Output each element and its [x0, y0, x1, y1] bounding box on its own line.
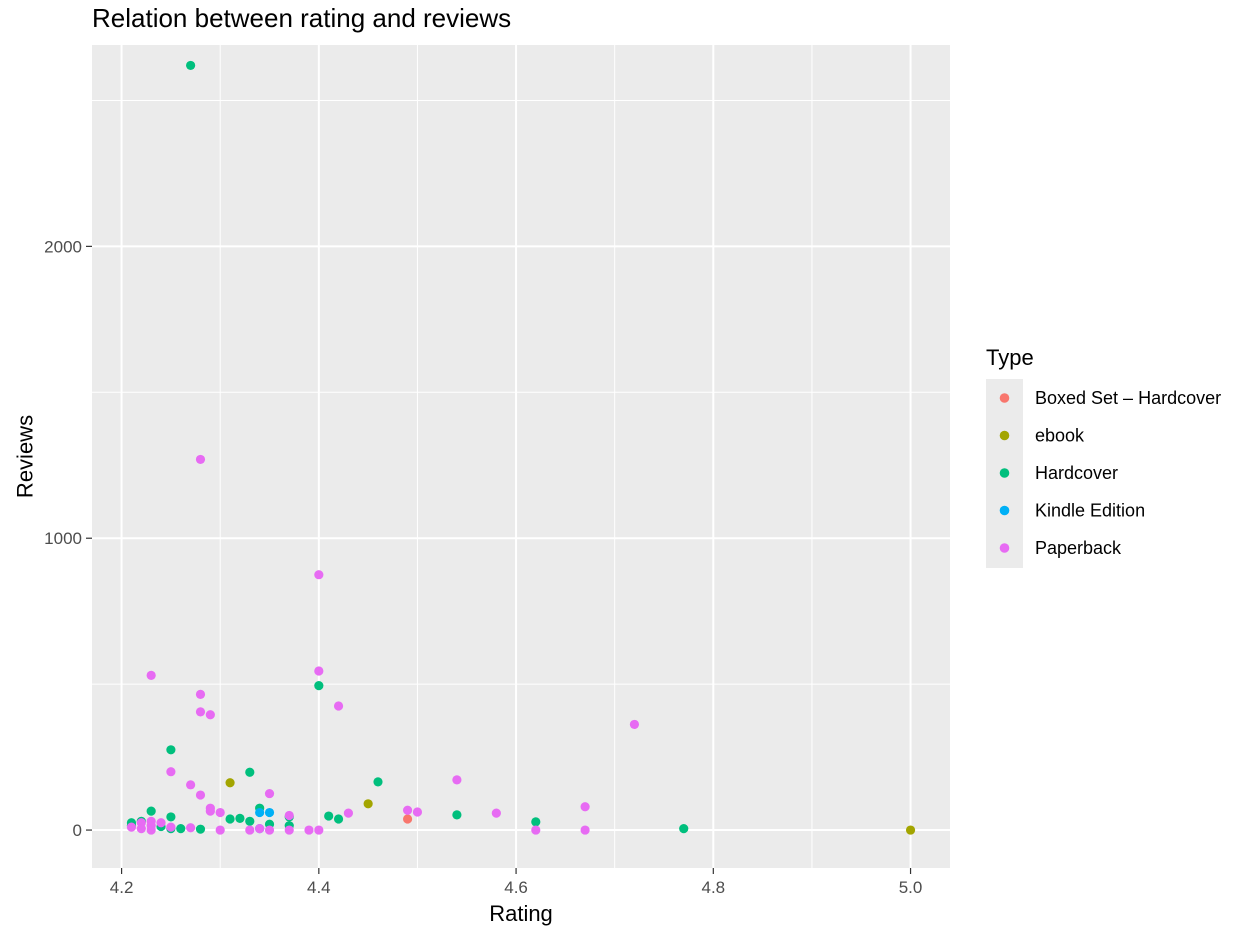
data-point — [166, 822, 176, 832]
legend-label: Paperback — [1035, 538, 1122, 558]
data-point — [679, 824, 689, 834]
data-point — [314, 825, 324, 835]
data-point — [166, 767, 176, 777]
grid-minor — [92, 45, 950, 868]
data-point — [314, 666, 324, 676]
data-point — [402, 805, 413, 815]
data-point — [343, 808, 354, 818]
data-point — [146, 825, 156, 835]
data-point — [304, 825, 314, 835]
data-point — [205, 710, 215, 720]
x-axis: 4.2 4.4 4.6 4.8 5.0 — [110, 868, 923, 897]
y-tick-label: 1000 — [44, 529, 82, 548]
data-point — [333, 701, 344, 711]
legend-label: Hardcover — [1035, 463, 1118, 483]
data-point — [146, 806, 156, 816]
data-point — [186, 780, 196, 790]
data-point — [126, 822, 137, 832]
data-point — [314, 680, 324, 691]
data-point — [235, 813, 245, 823]
data-point — [491, 808, 501, 818]
data-point — [284, 810, 294, 821]
legend-key — [999, 543, 1010, 553]
data-point — [264, 807, 275, 818]
data-point — [176, 824, 186, 834]
data-point — [186, 823, 196, 833]
data-point — [195, 689, 206, 699]
data-point — [195, 824, 206, 834]
y-axis-title: Reviews — [13, 415, 38, 498]
data-point — [629, 719, 640, 730]
chart-title: Relation between rating and reviews — [92, 3, 511, 33]
legend-label: Boxed Set – Hardcover — [1035, 388, 1221, 408]
data-point — [580, 802, 590, 812]
x-tick-label: 5.0 — [899, 878, 923, 897]
data-point — [373, 777, 383, 787]
y-tick-label: 0 — [73, 821, 82, 840]
data-point — [215, 825, 225, 835]
data-point — [195, 790, 206, 800]
data-point — [580, 825, 590, 835]
data-points — [126, 60, 916, 835]
data-point — [412, 807, 423, 817]
data-point — [284, 825, 294, 835]
data-point — [324, 811, 334, 821]
data-point — [402, 814, 413, 824]
y-axis: 0 1000 2000 — [44, 237, 92, 840]
data-point — [195, 454, 206, 465]
data-point — [531, 817, 541, 827]
legend-key — [999, 430, 1010, 441]
legend-key — [999, 468, 1010, 478]
data-point — [314, 570, 324, 580]
data-point — [264, 788, 275, 799]
legend-label: ebook — [1035, 426, 1085, 446]
data-point — [905, 825, 916, 835]
data-point — [225, 814, 235, 824]
data-point — [245, 816, 255, 826]
data-point — [452, 775, 462, 785]
data-point — [255, 807, 265, 818]
data-point — [146, 670, 156, 680]
data-point — [205, 806, 215, 816]
data-point — [245, 825, 255, 835]
legend-label: Kindle Edition — [1035, 501, 1145, 521]
data-point — [186, 60, 196, 71]
data-point — [531, 825, 541, 835]
legend-key — [999, 505, 1010, 516]
x-tick-label: 4.4 — [307, 878, 331, 897]
data-point — [363, 799, 373, 809]
data-point — [333, 814, 344, 824]
data-point — [136, 824, 146, 834]
data-point — [452, 810, 462, 820]
y-tick-label: 2000 — [44, 237, 82, 256]
grid-major — [92, 45, 950, 868]
data-point — [166, 745, 176, 755]
legend-title: Type — [986, 345, 1034, 370]
data-point — [225, 778, 235, 788]
data-point — [156, 818, 166, 828]
legend-items: Boxed Set – Hardcover ebook Hardcover Kindl… — [999, 388, 1221, 558]
data-point — [255, 824, 265, 834]
data-point — [166, 812, 176, 822]
legend: Type Boxed Set – Hardcover ebook Hardcover… — [986, 345, 1221, 568]
legend-key — [999, 393, 1010, 403]
x-tick-label: 4.6 — [504, 878, 528, 897]
data-point — [215, 807, 225, 818]
x-tick-label: 4.2 — [110, 878, 134, 897]
x-tick-label: 4.8 — [701, 878, 725, 897]
x-axis-title: Rating — [489, 901, 553, 926]
data-point — [195, 707, 206, 717]
plot-panel — [92, 45, 950, 868]
data-point — [245, 767, 255, 777]
data-point — [264, 825, 275, 835]
